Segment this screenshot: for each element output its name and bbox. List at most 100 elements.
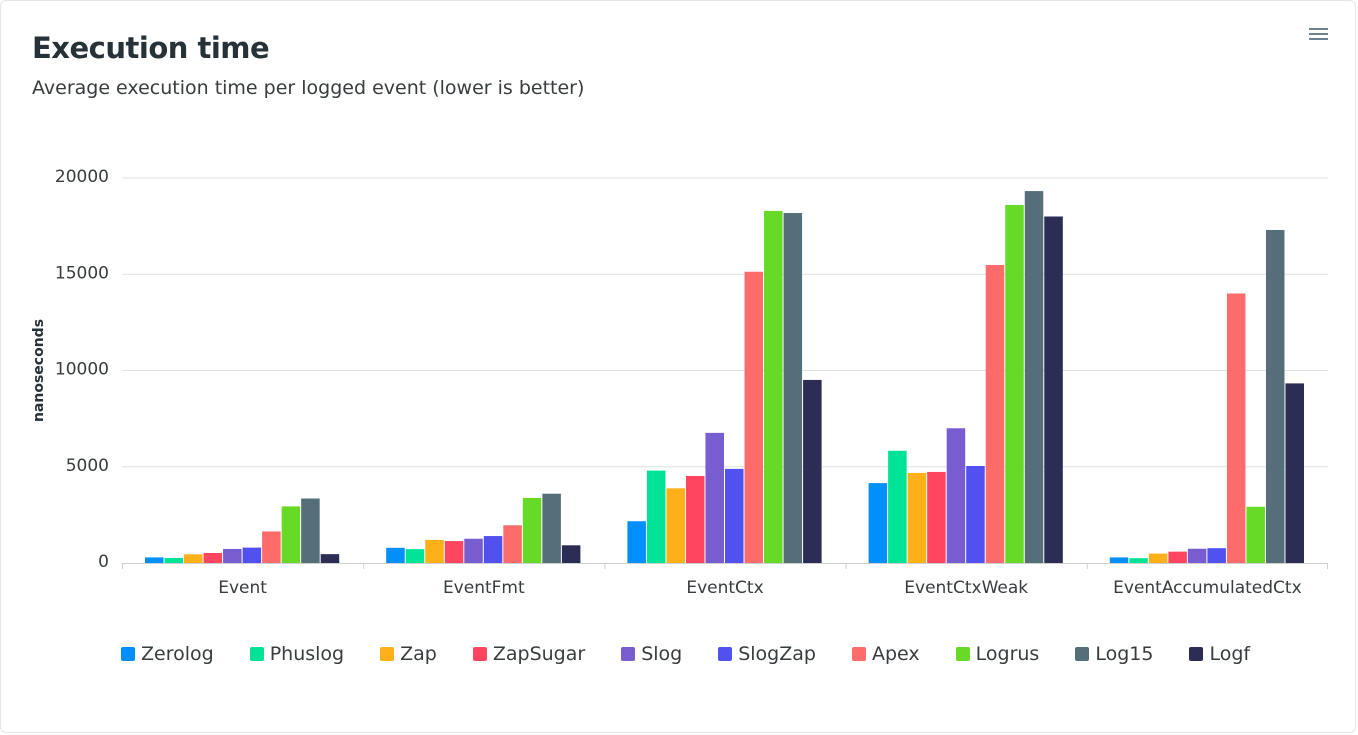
legend-swatch [1075, 647, 1090, 661]
bar-slogzap-eventfmt [483, 536, 503, 563]
menu-line [1309, 33, 1328, 35]
y-tick-label: 0 [98, 552, 109, 572]
bar-log15-eventctxweak [1024, 191, 1044, 563]
legend-label: Apex [871, 643, 920, 665]
bar-slogzap-eventaccumulatedctx [1207, 548, 1226, 563]
bar-slog-eventfmt [464, 538, 483, 563]
bar-logrus-eventfmt [522, 497, 542, 563]
x-category-label: EventAccumulatedCtx [1113, 578, 1302, 598]
y-tick-label: 10000 [55, 360, 109, 380]
bar-phuslog-eventctx [646, 470, 666, 563]
bar-logf-eventaccumulatedctx [1285, 383, 1304, 563]
bar-apex-eventaccumulatedctx [1226, 293, 1246, 563]
bar-zap-eventctxweak [907, 472, 927, 563]
y-axis-label: nanoseconds [31, 319, 47, 422]
menu-line [1309, 38, 1328, 40]
bar-phuslog-eventctxweak [888, 450, 907, 563]
legend-label: Slog [641, 643, 683, 665]
bar-logf-event [320, 554, 340, 563]
bar-phuslog-eventfmt [405, 549, 425, 563]
bar-zapsugar-eventctxweak [927, 471, 946, 563]
hamburger-menu-icon[interactable] [1307, 25, 1331, 45]
bar-log15-event [301, 498, 320, 563]
legend-item-apex[interactable]: Apex [851, 643, 920, 665]
bar-logrus-eventaccumulatedctx [1246, 506, 1265, 563]
legend-label: Phuslog [269, 643, 345, 665]
bar-phuslog-eventaccumulatedctx [1129, 558, 1148, 563]
bar-logrus-eventctx [764, 210, 783, 564]
bar-zap-eventaccumulatedctx [1148, 553, 1168, 563]
bar-zapsugar-eventfmt [444, 541, 464, 563]
chart-legend: Zerolog Phuslog Zap ZapSugar Slog SlogZap Apex… [121, 643, 1286, 665]
menu-line [1309, 28, 1328, 30]
bar-zapsugar-event [203, 552, 223, 563]
chart-title: Execution time [32, 31, 270, 65]
bar-zerolog-event [145, 557, 164, 563]
bar-phuslog-event [164, 557, 184, 563]
legend-item-phuslog[interactable]: Phuslog [249, 643, 345, 665]
legend-item-logf[interactable]: Logf [1189, 643, 1250, 665]
bar-log15-eventfmt [542, 493, 561, 563]
legend-swatch [472, 647, 487, 661]
legend-label: Logf [1209, 643, 1251, 665]
bar-zerolog-eventctxweak [868, 483, 888, 563]
legend-item-zerolog[interactable]: Zerolog [121, 643, 214, 665]
legend-swatch [249, 647, 264, 661]
x-category-label: EventCtx [686, 578, 763, 598]
legend-swatch [380, 647, 395, 661]
legend-item-slogzap[interactable]: SlogZap [718, 643, 816, 665]
y-tick-label: 15000 [55, 263, 109, 283]
bar-slog-event [223, 548, 242, 563]
y-tick-label: 5000 [66, 456, 109, 476]
y-tick-label: 20000 [55, 167, 109, 187]
bar-apex-eventctxweak [985, 265, 1005, 563]
legend-label: SlogZap [738, 643, 816, 665]
bar-zapsugar-eventctx [685, 475, 705, 563]
bar-slog-eventctx [705, 432, 724, 563]
legend-label: Logrus [975, 643, 1040, 665]
bar-logf-eventfmt [561, 545, 581, 563]
legend-item-logrus[interactable]: Logrus [955, 643, 1040, 665]
bar-zerolog-eventfmt [386, 547, 405, 563]
bar-zap-eventctx [666, 488, 685, 563]
bar-slogzap-event [242, 547, 262, 563]
legend-swatch [621, 647, 636, 661]
bar-log15-eventaccumulatedctx [1265, 229, 1285, 563]
legend-item-slog[interactable]: Slog [621, 643, 682, 665]
bar-logrus-event [281, 506, 301, 563]
x-category-label: Event [218, 578, 267, 598]
legend-item-zap[interactable]: Zap [380, 643, 437, 665]
legend-label: Log15 [1095, 643, 1154, 665]
bar-slogzap-eventctx [725, 468, 744, 563]
bar-zerolog-eventctx [627, 521, 646, 563]
bar-log15-eventctx [783, 213, 803, 563]
legend-swatch [718, 647, 733, 661]
bar-logf-eventctxweak [1044, 216, 1063, 563]
bar-zerolog-eventaccumulatedctx [1109, 557, 1129, 563]
bar-apex-event [262, 531, 281, 563]
legend-swatch [1189, 647, 1204, 661]
x-category-label: EventCtxWeak [904, 578, 1028, 598]
bar-zap-eventfmt [425, 539, 444, 563]
chart-subtitle: Average execution time per logged event … [32, 77, 585, 99]
bar-apex-eventfmt [503, 525, 522, 563]
bar-slogzap-eventctxweak [966, 465, 985, 563]
legend-label: ZapSugar [492, 643, 586, 665]
bar-logrus-eventctxweak [1005, 204, 1024, 563]
bar-zapsugar-eventaccumulatedctx [1168, 551, 1187, 563]
legend-swatch [955, 647, 970, 661]
bar-apex-eventctx [744, 271, 764, 563]
x-category-label: EventFmt [443, 578, 525, 598]
bar-slog-eventctxweak [946, 428, 966, 563]
bar-zap-event [184, 554, 203, 563]
bar-slog-eventaccumulatedctx [1187, 548, 1207, 563]
bar-logf-eventctx [803, 379, 822, 563]
legend-swatch [851, 647, 866, 661]
legend-item-log15[interactable]: Log15 [1075, 643, 1153, 665]
legend-label: Zap [400, 643, 437, 665]
legend-item-zapsugar[interactable]: ZapSugar [472, 643, 586, 665]
legend-swatch [121, 647, 135, 661]
legend-label: Zerolog [141, 643, 214, 665]
